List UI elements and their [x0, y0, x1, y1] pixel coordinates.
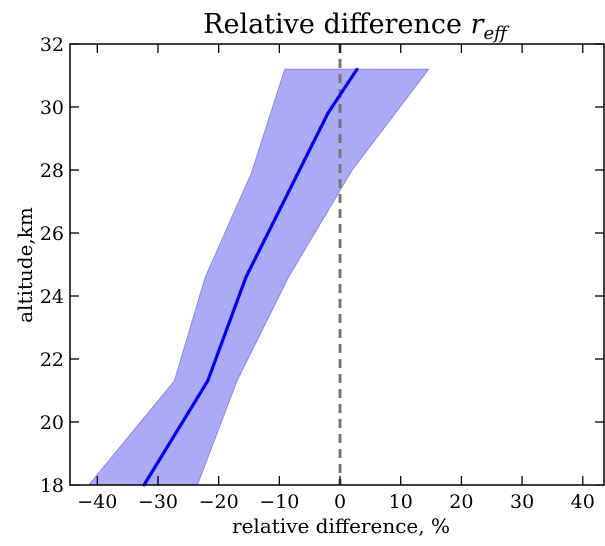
chart-title: Relative difference reff: [203, 9, 510, 44]
y-tick-label: 22: [40, 349, 64, 371]
y-tick-label: 20: [40, 412, 64, 434]
y-tick-label: 26: [40, 223, 64, 245]
data-point: [244, 275, 248, 279]
x-tick-label: −10: [259, 491, 299, 513]
x-axis-label: relative difference, %: [232, 514, 450, 538]
y-tick-label: 24: [40, 286, 64, 308]
data-point: [326, 111, 330, 115]
x-tick-label: 20: [449, 491, 473, 513]
data-point: [206, 379, 210, 383]
x-tick-label: −20: [199, 491, 239, 513]
y-tick-label: 32: [40, 34, 64, 56]
x-tick-label: 30: [510, 491, 534, 513]
uncertainty-band: [87, 68, 430, 486]
plot-frame: [69, 43, 605, 486]
x-tick-label: −30: [138, 491, 178, 513]
x-tick-label: 0: [334, 491, 346, 513]
x-tick-label: 10: [389, 491, 413, 513]
x-tick-label: −40: [77, 491, 117, 513]
y-tick-label: 28: [40, 160, 64, 182]
data-point: [355, 67, 359, 71]
y-axis-label: altitude,km: [13, 207, 37, 323]
y-tick-label: 18: [40, 475, 64, 497]
x-tick-label: 40: [571, 491, 595, 513]
y-tick-label: 30: [40, 97, 64, 119]
